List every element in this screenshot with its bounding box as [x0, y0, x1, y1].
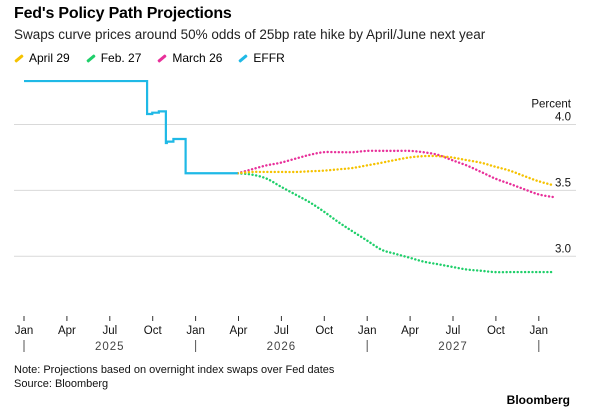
- legend-item-march-26: March 26: [157, 51, 222, 65]
- legend-item-april-29: April 29: [14, 51, 70, 65]
- year-label: 2025: [95, 341, 125, 353]
- legend-label: Feb. 27: [100, 51, 142, 65]
- x-tick-label: Jan: [358, 325, 377, 337]
- x-tick-label: Jan: [15, 325, 34, 337]
- x-tick-label: Oct: [144, 325, 163, 337]
- chart-subtitle: Swaps curve prices around 50% odds of 25…: [14, 27, 486, 42]
- brand-logo: Bloomberg: [506, 393, 570, 407]
- series-line-effr: [24, 79, 238, 175]
- x-tick-label: Oct: [487, 325, 506, 337]
- legend-label: April 29: [29, 51, 70, 65]
- year-label: 2027: [438, 341, 468, 353]
- chart-title: Fed's Policy Path Projections: [14, 5, 232, 22]
- footnote: Note: Projections based on overnight ind…: [14, 364, 335, 376]
- legend: April 29 Feb. 27 March 26 EFFR: [14, 51, 285, 65]
- x-tick-label: Apr: [58, 325, 76, 337]
- y-tick-label: 3.5: [555, 177, 571, 189]
- y-tick-label: 4.0: [555, 112, 571, 124]
- x-tick-label: Jul: [102, 325, 117, 337]
- x-tick-label: Jan: [530, 325, 549, 337]
- y-axis-label: Percent: [531, 99, 571, 111]
- legend-label: EFFR: [253, 51, 285, 65]
- legend-item-feb-27: Feb. 27: [85, 51, 142, 65]
- x-tick-label: Jul: [446, 325, 461, 337]
- x-tick-label: Jan: [186, 325, 205, 337]
- y-tick-label: 3.0: [555, 243, 571, 255]
- x-tick-label: Jul: [274, 325, 289, 337]
- series-line-april-29: [236, 154, 555, 187]
- series-line-march-26: [236, 149, 555, 199]
- x-tick-label: Apr: [230, 325, 248, 337]
- year-label: 2026: [267, 341, 297, 353]
- x-tick-label: Oct: [315, 325, 334, 337]
- source-note: Source: Bloomberg: [14, 378, 109, 390]
- series-line-feb-27: [236, 172, 555, 274]
- legend-label: March 26: [172, 51, 223, 65]
- legend-item-effr: EFFR: [238, 51, 285, 65]
- x-tick-label: Apr: [401, 325, 419, 337]
